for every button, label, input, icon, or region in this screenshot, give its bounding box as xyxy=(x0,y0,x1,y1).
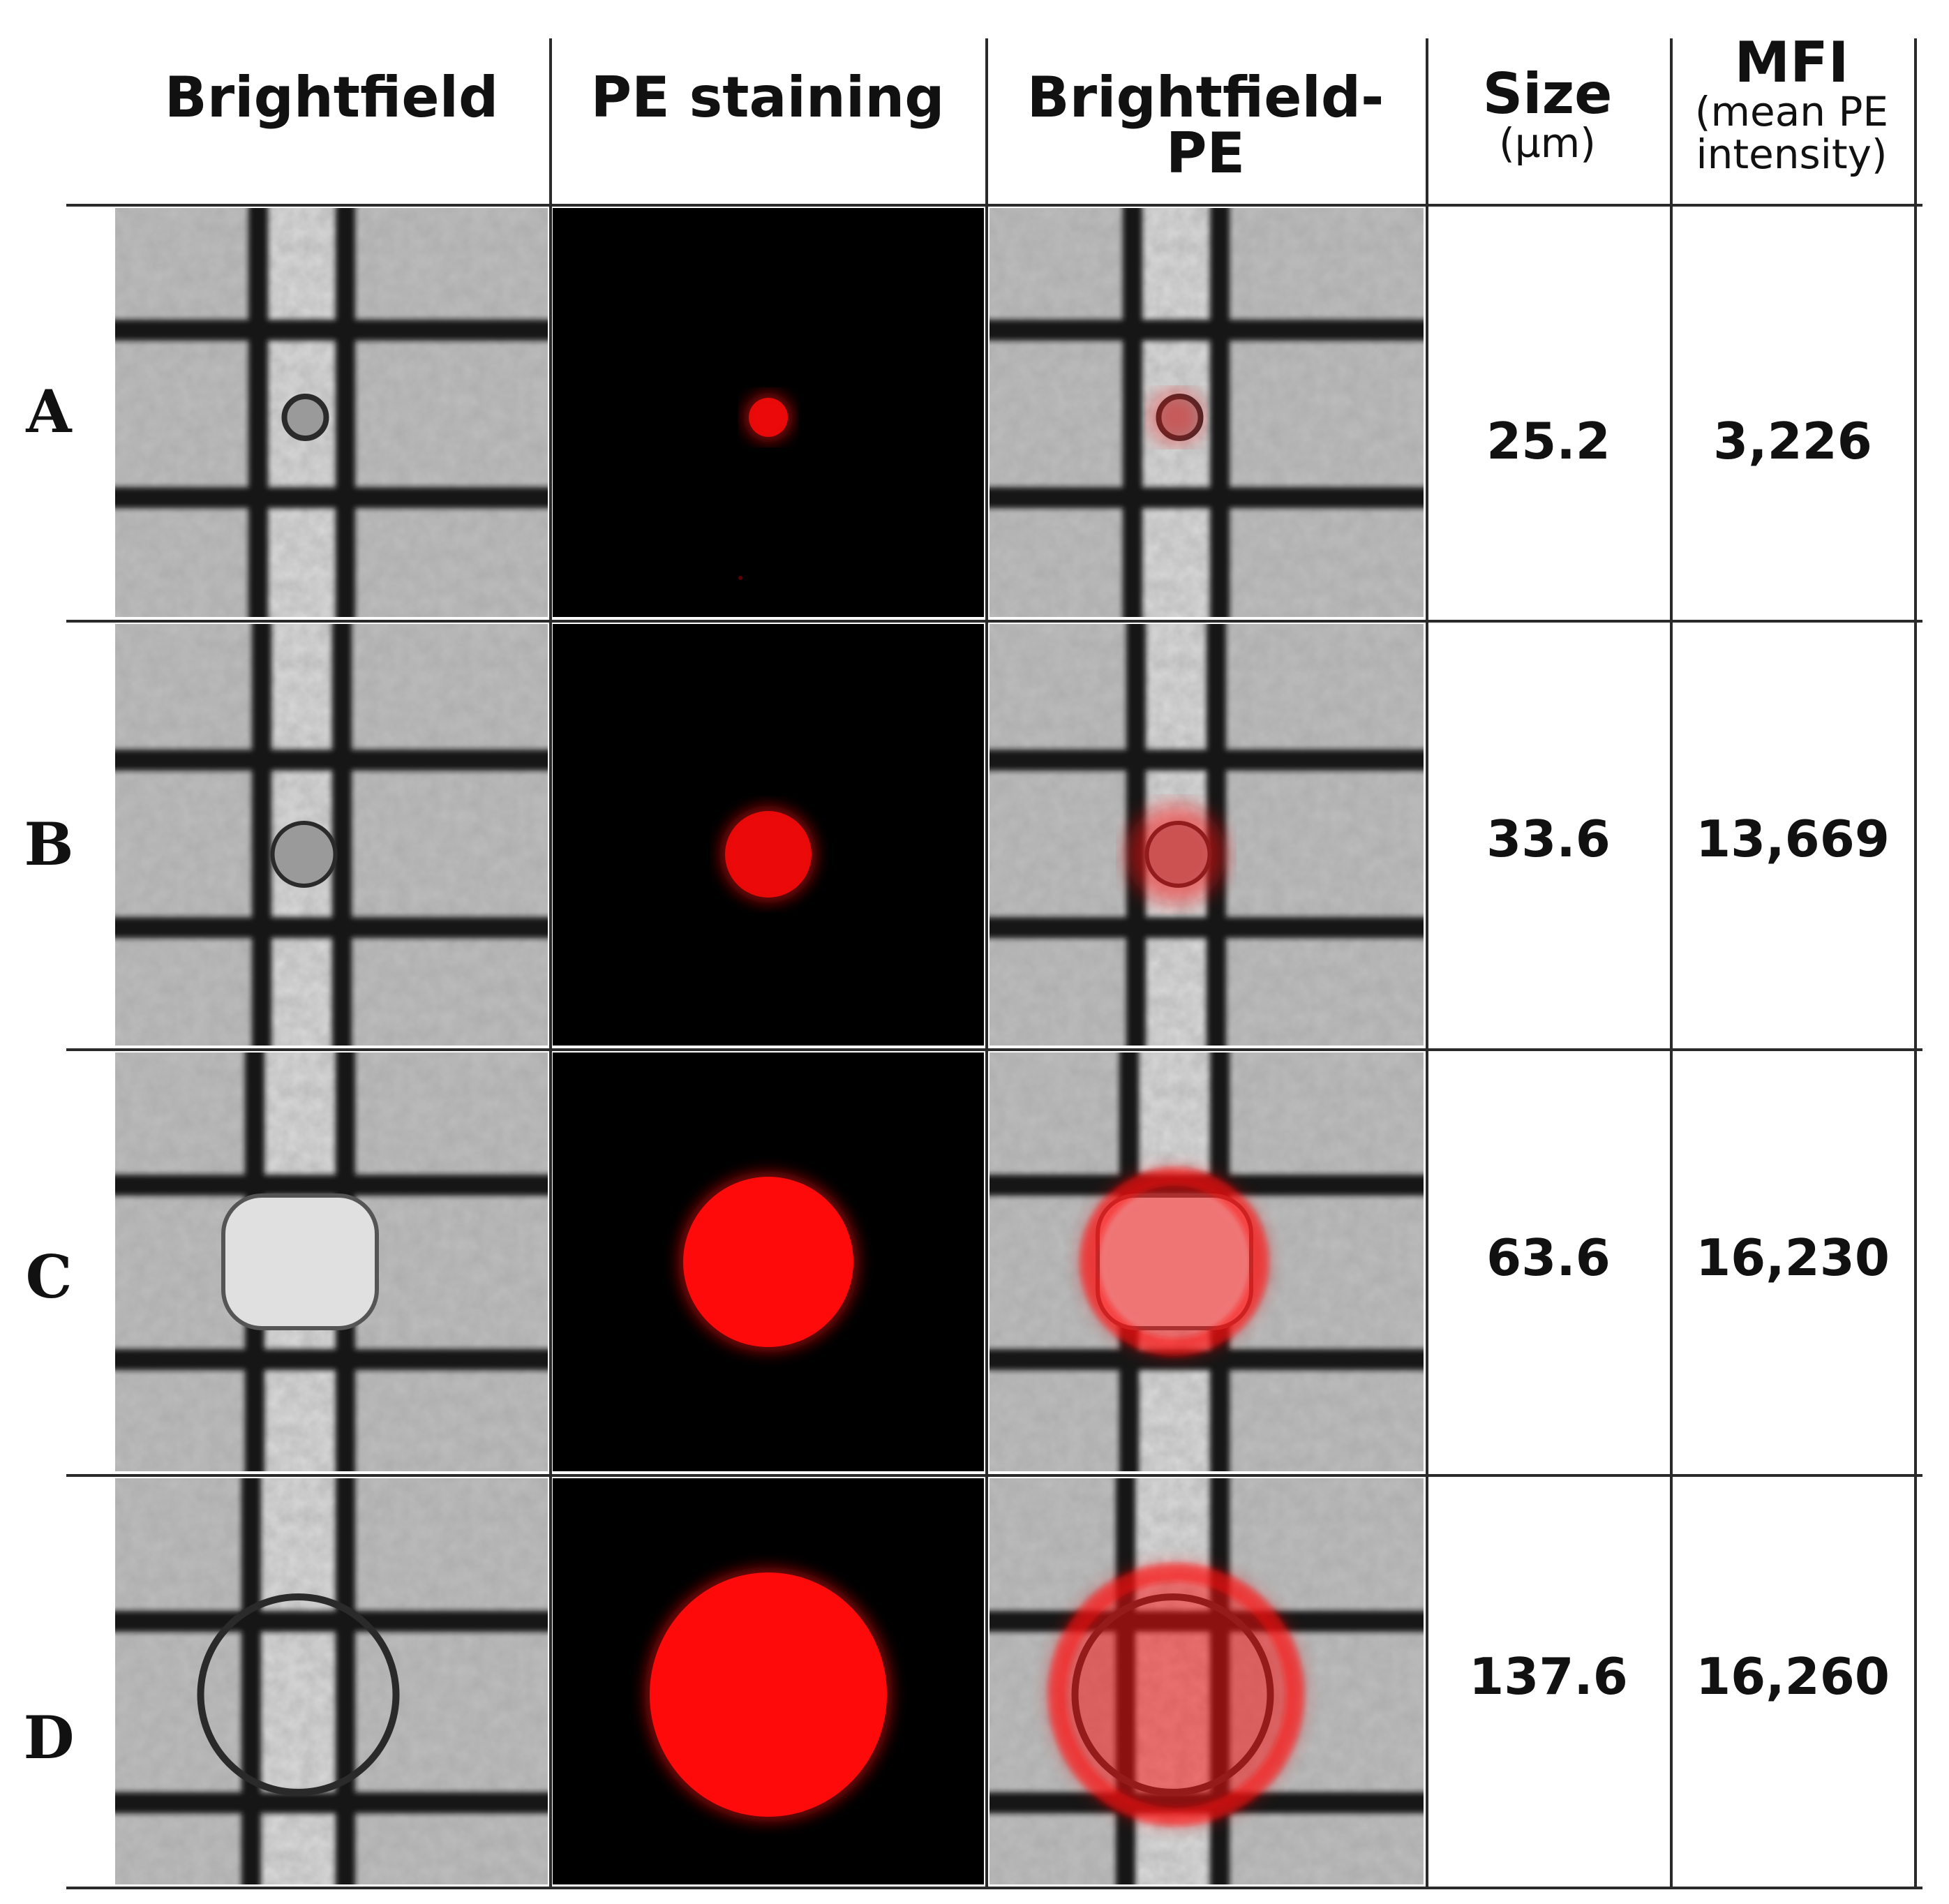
header-merge-text: Brightfield-PE xyxy=(1026,65,1384,186)
row-label: D xyxy=(23,1703,75,1772)
size-value: 137.6 xyxy=(1469,1647,1628,1706)
brightfield-image xyxy=(115,624,548,1046)
merge-micrograph xyxy=(990,208,1424,617)
header-size-unit: (µm) xyxy=(1499,119,1596,167)
size-value: 63.6 xyxy=(1486,1228,1611,1287)
header-mfi: MFI (mean PE intensity) xyxy=(1671,35,1912,176)
mfi-value: 13,669 xyxy=(1696,810,1890,868)
table-rule-vertical xyxy=(985,38,988,1888)
row-label: B xyxy=(24,810,74,879)
brightfield-micrograph xyxy=(115,1053,548,1471)
header-mfi-sub-2: intensity) xyxy=(1696,130,1888,178)
mfi-value: 16,260 xyxy=(1696,1647,1890,1706)
header-size: Size (µm) xyxy=(1427,66,1668,165)
table-rule-vertical xyxy=(1914,38,1917,1888)
brightfield-micrograph xyxy=(115,1478,548,1884)
pe-staining-image xyxy=(553,1053,984,1471)
mfi-value: 3,226 xyxy=(1713,412,1872,470)
size-value: 25.2 xyxy=(1486,412,1611,470)
header-mfi-title: MFI xyxy=(1734,30,1849,95)
mfi-value: 16,230 xyxy=(1696,1228,1890,1287)
merge-image xyxy=(990,208,1424,617)
merge-micrograph xyxy=(990,624,1424,1046)
merge-image xyxy=(990,1053,1424,1471)
size-value: 33.6 xyxy=(1486,810,1611,868)
brightfield-micrograph xyxy=(115,208,548,617)
row-label: C xyxy=(25,1242,73,1311)
merge-micrograph xyxy=(990,1053,1424,1471)
table-rule-horizontal xyxy=(66,1048,1922,1051)
table-rule-horizontal xyxy=(66,1474,1922,1477)
table-rule-horizontal xyxy=(66,1887,1922,1889)
merge-image xyxy=(990,624,1424,1046)
header-mfi-sub-1: (mean PE xyxy=(1694,88,1889,135)
table-rule-horizontal xyxy=(66,204,1922,207)
table-rule-horizontal xyxy=(66,620,1922,623)
brightfield-image xyxy=(115,208,548,617)
row-label: A xyxy=(26,377,72,446)
header-brightfield: Brightfield xyxy=(115,70,548,126)
pe-staining-image xyxy=(553,624,984,1046)
merge-micrograph xyxy=(990,1478,1424,1884)
header-pe-staining: PE staining xyxy=(551,70,984,126)
header-pe-staining-text: PE staining xyxy=(590,65,945,130)
pe-staining-micrograph xyxy=(553,624,984,1046)
pe-staining-image xyxy=(553,208,984,617)
header-size-title: Size xyxy=(1482,61,1613,126)
pe-staining-image xyxy=(553,1478,984,1884)
brightfield-image xyxy=(115,1478,548,1884)
brightfield-image xyxy=(115,1053,548,1471)
pe-staining-micrograph xyxy=(553,1053,984,1471)
pe-staining-micrograph xyxy=(553,208,984,617)
table-rule-vertical xyxy=(1670,38,1673,1888)
header-brightfield-text: Brightfield xyxy=(164,65,499,130)
pe-staining-micrograph xyxy=(553,1478,984,1884)
table-rule-vertical xyxy=(1426,38,1428,1888)
merge-image xyxy=(990,1478,1424,1884)
header-merge: Brightfield-PE xyxy=(987,70,1424,181)
brightfield-micrograph xyxy=(115,624,548,1046)
table-rule-vertical xyxy=(549,38,552,1888)
